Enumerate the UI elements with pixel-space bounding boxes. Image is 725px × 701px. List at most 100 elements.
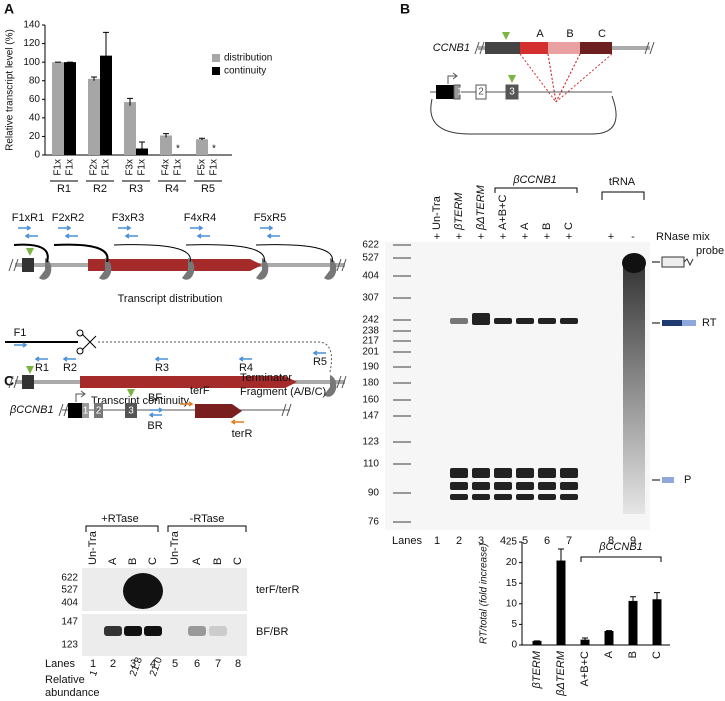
gel-smear [623,262,645,514]
primer-label: BF [148,392,162,404]
fragment [520,42,548,54]
gel-band [144,626,162,636]
bracket-label: βCCNB1 [598,541,643,553]
x-tick-label: βTERM [531,650,543,689]
rnase-sign: + [456,231,462,243]
lane-number: 9 [630,535,636,547]
marker-triangle [127,389,135,397]
y-tick-label: 0 [511,640,517,651]
lane-number: 4 [500,535,506,547]
primer-arrow [190,225,204,231]
gel-band [472,482,490,490]
primer-arrow [238,356,252,362]
primer-label: R5 [313,356,327,368]
fragment-label: A [536,28,544,40]
exon-label: 1 [83,406,89,417]
marker-triangle [508,75,516,83]
ladder-band [393,297,411,299]
x-tick-label: R3 [129,183,143,195]
ladder-band [393,521,411,523]
marker-triangle [26,248,34,256]
marker-label: 404 [61,598,78,609]
fragment [548,42,580,54]
primer-pair-label: F3xR3 [112,212,144,224]
marker-label: 242 [362,315,379,326]
ladder-band [393,382,411,384]
gel-band [494,494,512,500]
rnase-sign: + [566,231,572,243]
primer-label: terF [190,385,210,397]
error-bar [654,592,660,606]
exon [94,403,103,418]
polymerase [324,258,337,280]
marker-label: 123 [61,640,78,651]
y-tick-label: 40 [29,112,41,123]
marker-label: 307 [362,293,379,304]
primer-arrow [312,350,326,356]
primer-arrow [118,225,132,231]
gel-band [494,482,512,490]
panel-label: C [4,373,14,389]
group-label: +RTase [101,513,138,525]
ladder-band [393,351,411,353]
primer-arrow [148,412,162,418]
sub-label: F3x [125,159,136,176]
polymerase [39,258,52,280]
x-tick-label: R2 [93,183,107,195]
lane-label: βΔTERM [475,184,487,231]
row-label: abundance [45,687,99,699]
x-tick-label: A+B+C [579,651,591,687]
transcript [53,243,109,263]
break-mark [58,403,69,417]
marker-label: 147 [362,411,379,422]
marker-label: 180 [362,378,379,389]
marker-label: 123 [362,437,379,448]
group-label: -RTase [190,513,225,525]
exon-label: 3 [128,406,134,417]
primer-label: R4 [239,362,253,374]
marker-label: 238 [362,326,379,337]
polymerase [324,375,337,397]
lane-number: 6 [544,535,550,547]
gel-band [560,318,578,324]
lane-number: 7 [566,535,572,547]
y-tick-label: 25 [506,537,518,548]
primer-label: R2 [63,362,77,374]
transcript-dashed [98,341,332,373]
marker-label: 404 [362,271,379,282]
y-axis-label: RT/total (fold increase) [479,543,490,644]
primer-arrow [266,233,280,239]
primer-label: BR [147,420,162,432]
lane-number: 3 [478,535,484,547]
fragment-label: Fragment (A/B/C) [240,386,326,398]
row-label: RNase mix [656,231,710,243]
gel-band [472,313,490,325]
gel-band [472,468,490,478]
marker-label: 147 [61,617,78,628]
vector-loop [430,95,617,135]
marker-label: 76 [368,517,380,528]
promoter-box [22,375,34,389]
exon-label: 2 [96,406,102,417]
rnase-sign: - [631,231,635,243]
bar [604,630,614,645]
band-label: probe [696,245,724,257]
exon [125,403,137,418]
scissors [76,347,84,355]
lane-label: B [541,223,553,230]
primer-arrow [196,233,210,239]
gel-band [472,494,490,500]
lane-number: 8 [608,535,614,547]
fragment-label: C [598,28,606,40]
lanes-label: Lanes [45,658,75,670]
annotation: * [212,144,216,155]
probe-icon [661,256,685,268]
bar [532,640,542,645]
y-tick-label: 5 [511,619,517,630]
primer-label: terR [232,428,253,440]
fragment-label: Terminator [240,372,292,384]
ladder-band [393,257,411,259]
polymerase [256,258,269,280]
ladder-band [393,399,411,401]
promoter-arrow [75,390,86,402]
